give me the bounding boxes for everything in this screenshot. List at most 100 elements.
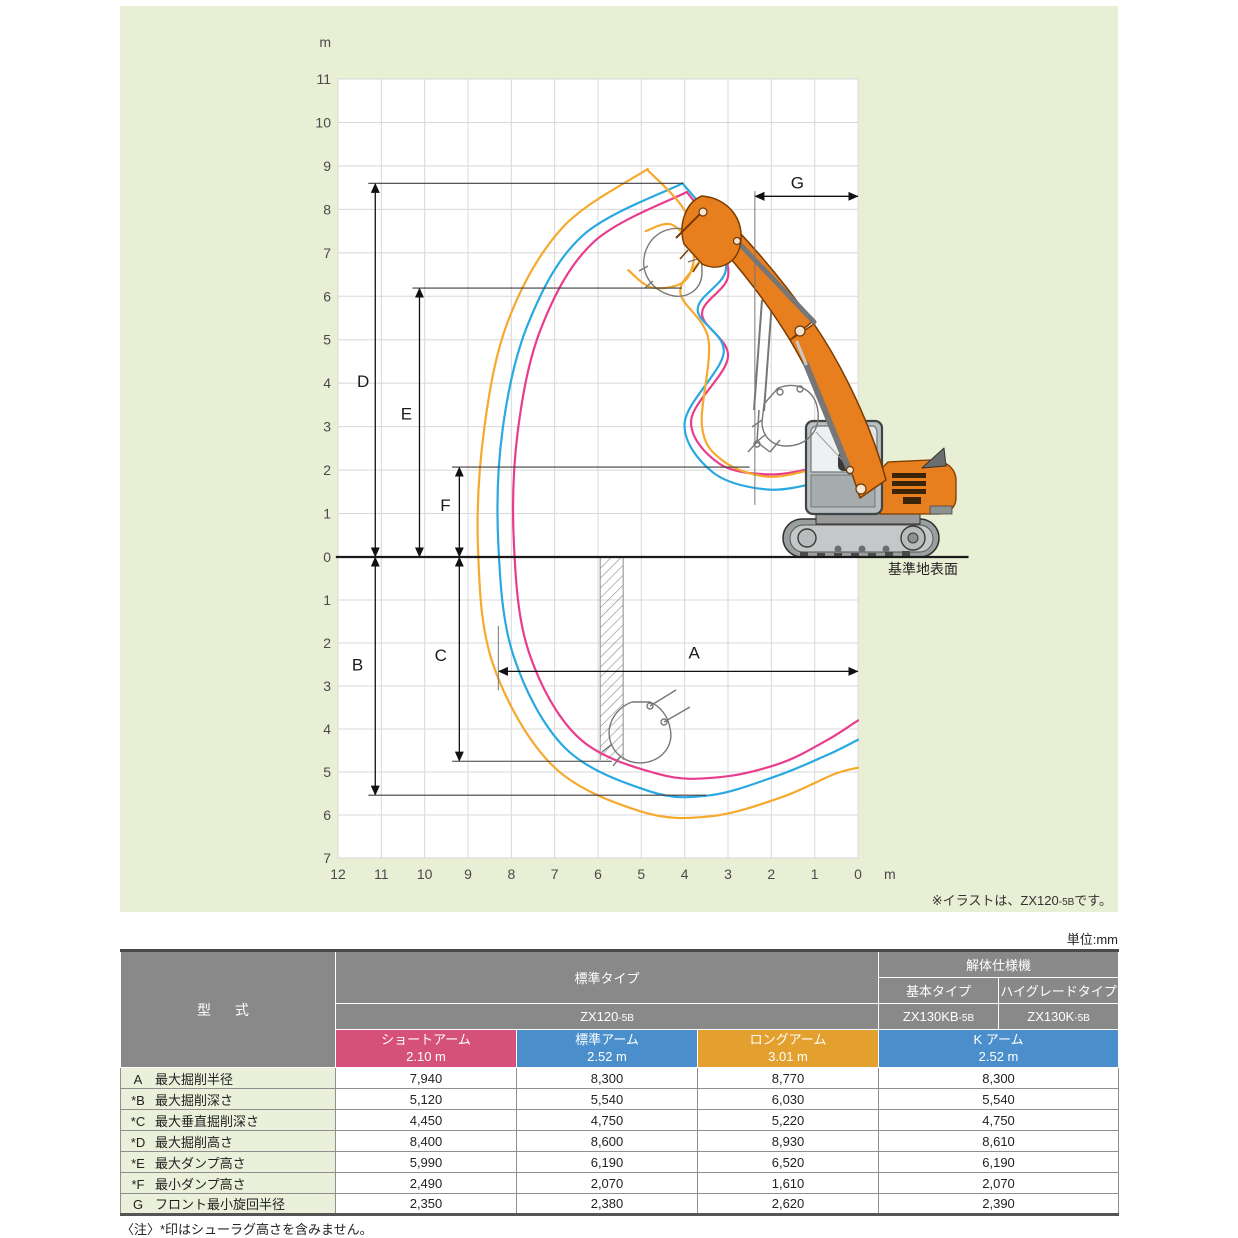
svg-text:0: 0: [323, 549, 331, 565]
table-row: G フロント最小旋回半径 2,350 2,380 2,620 2,390: [120, 1193, 1120, 1215]
engine-house: [879, 447, 957, 515]
svg-text:C: C: [435, 646, 447, 665]
svg-text:4: 4: [323, 375, 331, 391]
row-label: *C 最大垂直掘削深さ: [120, 1109, 336, 1131]
value-cell: 8,610: [878, 1130, 1120, 1152]
value-cell: 2,620: [696, 1193, 880, 1215]
outline-bucket-mid: [761, 384, 819, 447]
dimension-E: E: [401, 287, 683, 558]
chart-note-model: ZX120: [1020, 893, 1059, 908]
crawler-tracks: [782, 518, 940, 558]
value-cell: 2,390: [878, 1193, 1120, 1215]
row-label: *D 最大掘削高さ: [120, 1130, 336, 1152]
svg-text:9: 9: [464, 866, 472, 882]
value-cell: 6,190: [878, 1151, 1120, 1173]
svg-text:A: A: [689, 643, 701, 662]
svg-text:6: 6: [594, 866, 602, 882]
chart-note: ※イラストは、ZX120-5Bです。: [720, 890, 1112, 909]
value-cell: 5,220: [696, 1109, 880, 1131]
table-row: *B 最大掘削深さ 5,120 5,540 6,030 5,540: [120, 1088, 1120, 1110]
row-label: G フロント最小旋回半径: [120, 1193, 336, 1215]
svg-text:6: 6: [323, 288, 331, 304]
svg-text:3: 3: [724, 866, 732, 882]
value-cell: 7,940: [335, 1067, 517, 1089]
row-label: *F 最小ダンプ高さ: [120, 1172, 336, 1194]
svg-text:3: 3: [323, 678, 331, 694]
value-cell: 5,990: [335, 1151, 517, 1173]
svg-text:10: 10: [417, 866, 433, 882]
excavator-illustration: [601, 195, 957, 767]
value-cell: 2,070: [878, 1172, 1120, 1194]
arm-header: K アーム 2.52 m: [878, 1029, 1120, 1068]
dimension-B: B: [352, 556, 707, 796]
value-cell: 6,520: [696, 1151, 880, 1173]
table-row: *D 最大掘削高さ 8,400 8,600 8,930 8,610: [120, 1130, 1120, 1152]
dimension-D: D: [357, 182, 683, 558]
outline-attachments: [601, 212, 819, 767]
svg-text:8: 8: [507, 866, 515, 882]
svg-text:E: E: [401, 405, 412, 424]
ground-label: 基準地表面: [888, 561, 958, 577]
table-footnote: 〈注〉*印はシューラグ高さを含みません。: [121, 1222, 373, 1237]
svg-text:m: m: [884, 866, 896, 882]
svg-text:1: 1: [323, 506, 331, 522]
col-header-model: 型 式: [120, 950, 336, 1068]
chart-note-prefix: ※イラストは、: [931, 893, 1021, 908]
svg-text:G: G: [791, 173, 804, 192]
dimension-A: A: [497, 625, 859, 691]
arm-header: ロングアーム 3.01 m: [696, 1029, 880, 1068]
value-cell: 8,300: [878, 1067, 1120, 1089]
svg-text:m: m: [319, 34, 331, 50]
value-cell: 6,190: [516, 1151, 698, 1173]
svg-text:5: 5: [637, 866, 645, 882]
value-cell: 1,610: [696, 1172, 880, 1194]
group-header-standard: 標準タイプ: [334, 950, 880, 1004]
table-row: A 最大掘削半径 7,940 8,300 8,770 8,300: [120, 1067, 1120, 1089]
value-cell: 8,600: [516, 1130, 698, 1152]
svg-text:2: 2: [323, 635, 331, 651]
svg-text:1: 1: [323, 592, 331, 608]
svg-text:8: 8: [323, 201, 331, 217]
value-cell: 4,750: [878, 1109, 1120, 1131]
row-label: *B 最大掘削深さ: [120, 1088, 336, 1110]
value-cell: 8,770: [696, 1067, 880, 1089]
unit-note: 単位:mm: [1066, 932, 1118, 947]
svg-text:5: 5: [323, 332, 331, 348]
dimension-F: F: [440, 466, 750, 558]
svg-text:9: 9: [323, 158, 331, 174]
value-cell: 2,350: [335, 1193, 517, 1215]
value-cell: 5,120: [335, 1088, 517, 1110]
value-cell: 2,490: [335, 1172, 517, 1194]
value-cell: 8,300: [516, 1067, 698, 1089]
table-row: *F 最小ダンプ高さ 2,490 2,070 1,610 2,070: [120, 1172, 1120, 1194]
svg-text:7: 7: [323, 850, 331, 866]
chart-note-model-sub: -5B: [1058, 897, 1075, 908]
value-cell: 6,030: [696, 1088, 880, 1110]
outline-bucket-lower: [608, 701, 672, 764]
arm-header: ショートアーム 2.10 m: [335, 1029, 517, 1068]
svg-text:10: 10: [315, 114, 331, 130]
dimension-C: C: [435, 556, 612, 762]
ground-line: 基準地表面: [335, 555, 969, 577]
value-cell: 4,750: [516, 1109, 698, 1131]
hatch-trench: [599, 557, 624, 760]
svg-text:12: 12: [330, 866, 346, 882]
dimension-G: G: [754, 173, 859, 505]
bucket: [681, 195, 742, 268]
row-label: A 最大掘削半径: [120, 1067, 336, 1089]
sub-header-highgrade: ハイグレードタイプ: [998, 977, 1120, 1004]
svg-text:3: 3: [323, 419, 331, 435]
row-label: *E 最大ダンプ高さ: [120, 1151, 336, 1173]
dimension-arrows: D E F B C A G: [352, 173, 859, 796]
value-cell: 4,450: [335, 1109, 517, 1131]
svg-text:1: 1: [811, 866, 819, 882]
svg-text:4: 4: [681, 866, 689, 882]
arm-header: 標準アーム 2.52 m: [516, 1029, 698, 1068]
sub-header-basic: 基本タイプ: [878, 977, 1000, 1004]
svg-text:2: 2: [767, 866, 775, 882]
svg-text:2: 2: [323, 462, 331, 478]
value-cell: 5,540: [516, 1088, 698, 1110]
chart-note-suffix: です。: [1074, 893, 1112, 908]
svg-text:7: 7: [551, 866, 559, 882]
